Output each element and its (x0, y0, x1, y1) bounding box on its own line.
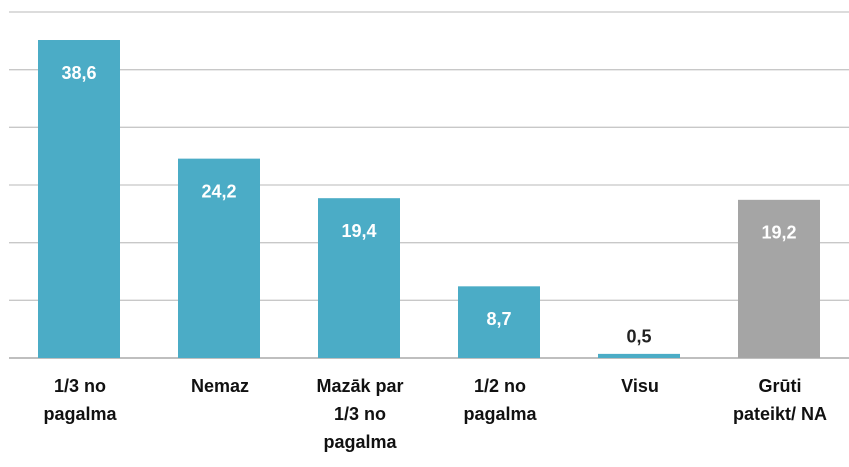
x-tick-label: Visu (621, 376, 659, 396)
bar (318, 198, 400, 358)
x-tick-label: Grūti pateikt/ NA (732, 376, 828, 424)
x-tick-label: Mazāk par 1/3 no pagalma (316, 376, 404, 452)
x-tick-label: 1/2 no pagalma (463, 376, 537, 424)
bar (738, 199, 820, 358)
bar (178, 158, 260, 358)
x-tick-label: 1/3 no pagalma (43, 376, 117, 424)
value-label: 38,6 (61, 63, 96, 83)
bar (598, 353, 680, 358)
value-label: 19,4 (341, 221, 376, 241)
bar (458, 286, 540, 358)
value-label: 8,7 (486, 309, 511, 329)
bar (38, 40, 120, 359)
x-tick-label: Nemaz (190, 376, 250, 396)
value-label: 0,5 (626, 327, 651, 347)
value-label: 24,2 (201, 181, 236, 201)
value-label: 19,2 (761, 223, 796, 243)
